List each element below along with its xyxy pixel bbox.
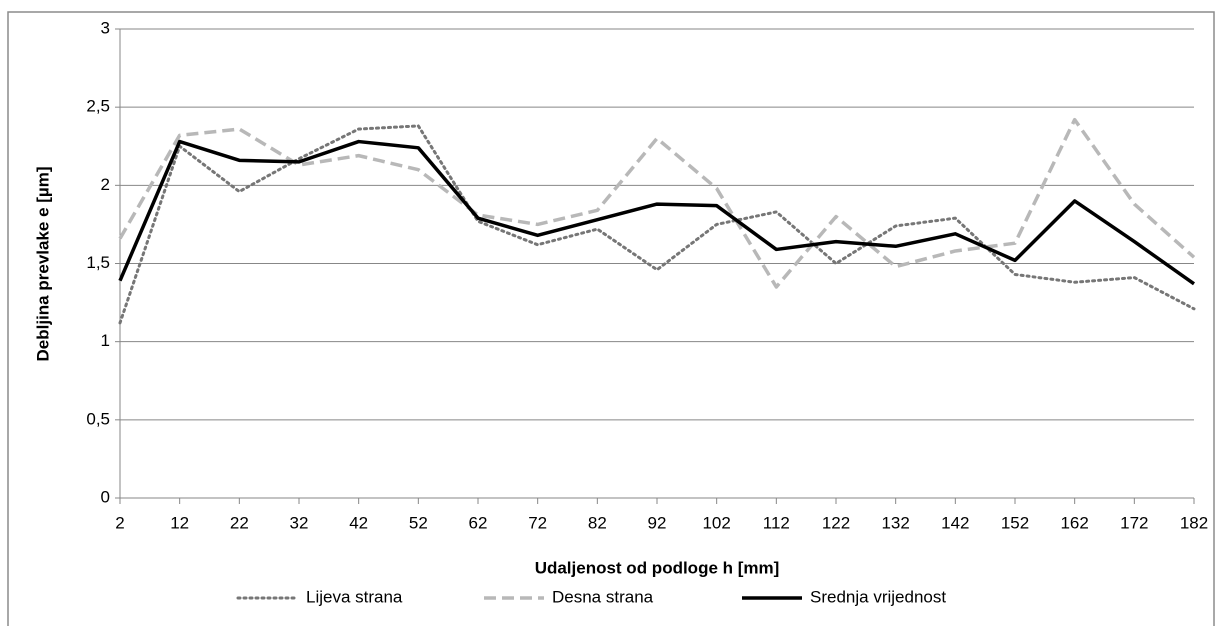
x-axis-title: Udaljenost od podloge h [mm]	[535, 558, 780, 577]
x-tick-label: 122	[822, 513, 850, 532]
x-tick-label: 182	[1180, 513, 1208, 532]
x-tick-label: 162	[1060, 513, 1088, 532]
x-tick-label: 152	[1001, 513, 1029, 532]
x-tick-label: 22	[230, 513, 249, 532]
x-tick-label: 82	[588, 513, 607, 532]
y-tick-label: 3	[101, 18, 110, 37]
chart-border	[7, 11, 1215, 626]
x-tick-label: 142	[941, 513, 969, 532]
x-tick-label: 172	[1120, 513, 1148, 532]
y-tick-label: 2,5	[86, 97, 110, 116]
y-axis-title: Debljina prevlake e [µm]	[33, 167, 52, 362]
x-tick-label: 72	[528, 513, 547, 532]
series-line	[118, 124, 1196, 325]
x-tick-label: 42	[349, 513, 368, 532]
series-line	[118, 139, 1196, 286]
x-tick-label: 62	[469, 513, 488, 532]
x-tick-label: 32	[290, 513, 309, 532]
y-tick-label: 0,5	[86, 409, 110, 428]
y-tick-label: 2	[101, 175, 110, 194]
series-line	[118, 117, 1196, 289]
x-tick-label: 102	[702, 513, 730, 532]
x-tick-label: 2	[115, 513, 124, 532]
y-tick-label: 0	[101, 487, 110, 506]
legend-label: Desna strana	[552, 587, 654, 606]
y-tick-label: 1,5	[86, 253, 110, 272]
x-tick-label: 112	[763, 513, 790, 532]
x-tick-label: 52	[409, 513, 428, 532]
legend-label: Lijeva strana	[306, 587, 403, 606]
x-tick-label: 12	[170, 513, 189, 532]
x-tick-label: 132	[881, 513, 909, 532]
y-tick-label: 1	[101, 331, 110, 350]
legend-label: Srednja vrijednost	[810, 587, 946, 606]
x-tick-label: 92	[648, 513, 667, 532]
